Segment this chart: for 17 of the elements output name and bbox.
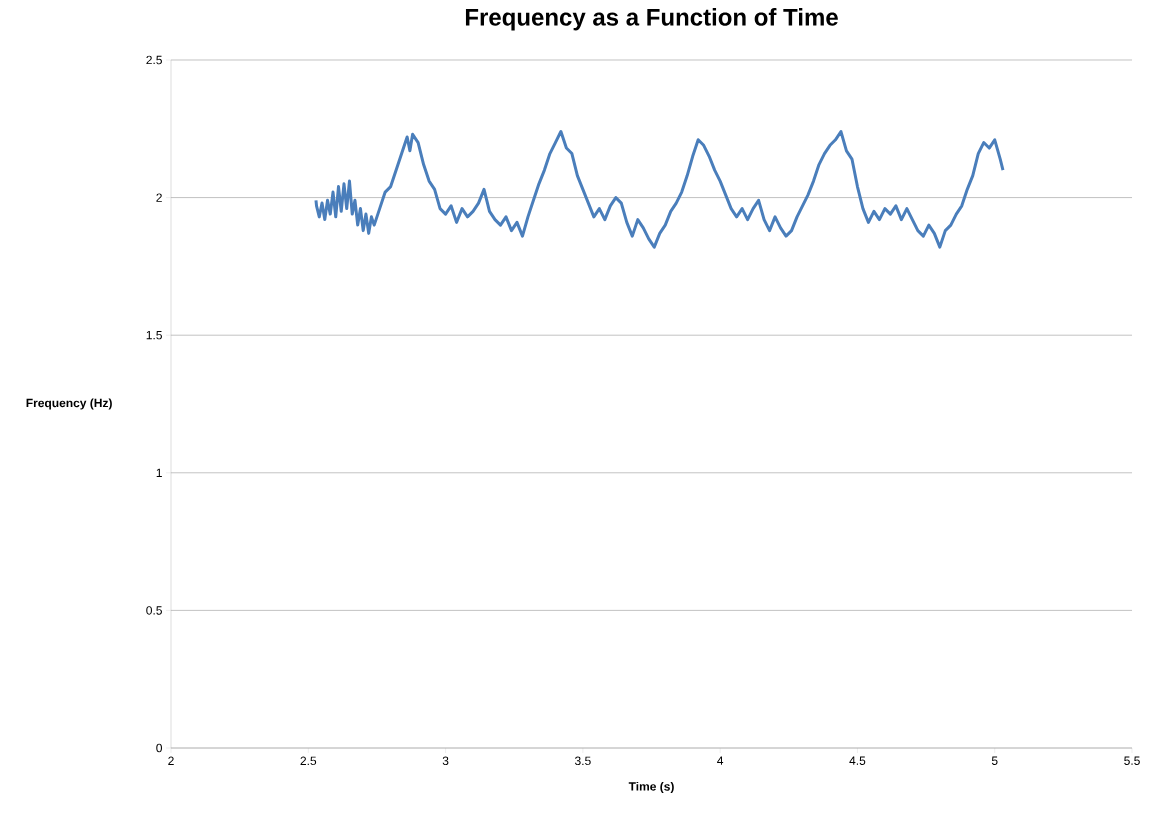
x-tick-label: 2.5 [300,756,317,766]
x-axis-title: Time (s) [628,781,674,794]
y-tick-label: 1 [156,468,162,477]
x-tick-label: 4 [717,756,724,765]
y-axis-title: Frequency (Hz) [26,398,112,410]
chart-title: Frequency as a Function of Time [465,8,838,31]
x-tick-label: 5.5 [1124,756,1140,765]
y-tick-label: 0 [156,743,162,753]
x-tick-label: 5 [991,756,998,765]
x-tick-label: 2 [168,756,174,765]
y-tick-label: 1.5 [146,331,162,340]
x-tick-label: 3.5 [574,756,591,766]
y-tick-label: 2.5 [146,55,162,65]
x-tick-label: 3 [442,756,449,766]
x-tick-label: 4.5 [849,756,866,765]
y-tick-label: 0.5 [146,606,162,615]
y-tick-label: 2 [156,193,162,202]
